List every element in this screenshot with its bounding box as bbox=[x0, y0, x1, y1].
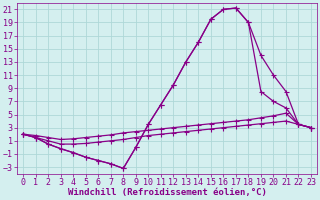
X-axis label: Windchill (Refroidissement éolien,°C): Windchill (Refroidissement éolien,°C) bbox=[68, 188, 267, 197]
